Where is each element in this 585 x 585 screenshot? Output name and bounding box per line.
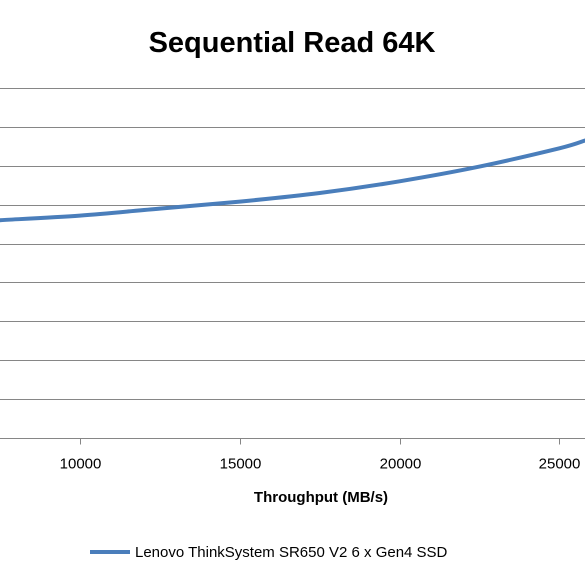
x-axis: 10000 15000 20000 25000 — [0, 438, 585, 473]
x-tick-label: 25000 — [539, 456, 581, 473]
series-line-0 — [0, 138, 585, 223]
x-axis-title: Throughput (MB/s) — [254, 489, 388, 506]
legend-label: Lenovo ThinkSystem SR650 V2 6 x Gen4 SSD — [135, 544, 448, 561]
x-tick-label: 15000 — [220, 456, 262, 473]
x-tick-label: 10000 — [60, 456, 102, 473]
series-layer — [0, 138, 585, 223]
legend: Lenovo ThinkSystem SR650 V2 6 x Gen4 SSD — [90, 544, 448, 561]
gridlines — [0, 88, 585, 400]
x-tick-label: 20000 — [380, 456, 422, 473]
chart-title: Sequential Read 64K — [149, 27, 436, 59]
